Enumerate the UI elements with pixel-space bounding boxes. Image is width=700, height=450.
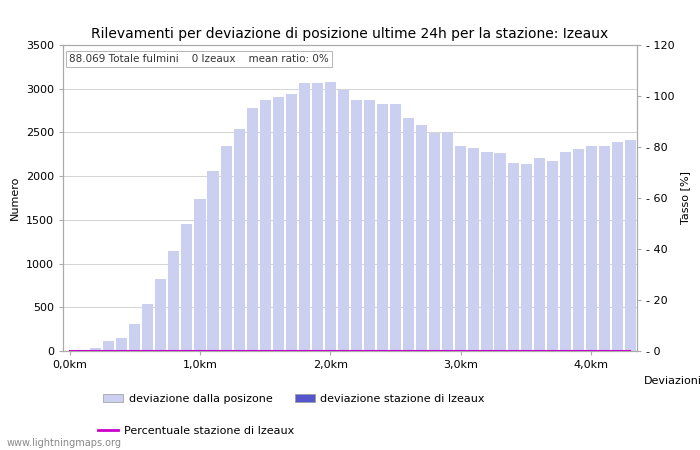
Bar <box>455 146 466 351</box>
Bar <box>312 83 323 351</box>
Bar <box>547 161 558 351</box>
Bar <box>168 252 179 351</box>
Bar <box>377 104 388 351</box>
Bar <box>220 146 232 351</box>
Bar <box>625 140 636 351</box>
Bar <box>494 153 505 351</box>
Bar <box>442 132 454 351</box>
Bar <box>155 279 167 351</box>
Bar <box>364 100 375 351</box>
Text: Deviazioni: Deviazioni <box>644 376 700 386</box>
Bar <box>521 164 532 351</box>
Title: Rilevamenti per deviazione di posizione ultime 24h per la stazione: Izeaux: Rilevamenti per deviazione di posizione … <box>92 27 608 41</box>
Bar <box>181 224 193 351</box>
Bar <box>142 304 153 351</box>
Bar <box>560 152 570 351</box>
Bar <box>468 148 480 351</box>
Text: www.lightningmaps.org: www.lightningmaps.org <box>7 438 122 448</box>
Bar <box>429 133 440 351</box>
Bar <box>130 324 140 351</box>
Bar <box>103 341 114 351</box>
Bar <box>90 348 101 351</box>
Bar <box>195 199 206 351</box>
Legend: deviazione dalla posizone, deviazione stazione di Izeaux: deviazione dalla posizone, deviazione st… <box>99 390 489 409</box>
Bar <box>533 158 545 351</box>
Legend: Percentuale stazione di Izeaux: Percentuale stazione di Izeaux <box>94 421 298 440</box>
Bar <box>403 117 414 351</box>
Bar <box>573 149 584 351</box>
Bar <box>273 98 284 351</box>
Bar <box>260 100 271 351</box>
Bar <box>390 104 401 351</box>
Bar <box>338 90 349 351</box>
Bar <box>351 100 362 351</box>
Bar <box>612 142 623 351</box>
Bar <box>416 126 427 351</box>
Bar <box>508 163 519 351</box>
Bar <box>286 94 297 351</box>
Y-axis label: Tasso [%]: Tasso [%] <box>680 171 690 225</box>
Bar <box>586 146 597 351</box>
Bar <box>116 338 127 351</box>
Text: 88.069 Totale fulmini    0 Izeaux    mean ratio: 0%: 88.069 Totale fulmini 0 Izeaux mean rati… <box>69 54 328 64</box>
Bar <box>207 171 218 351</box>
Y-axis label: Numero: Numero <box>10 176 20 220</box>
Bar <box>246 108 258 351</box>
Bar <box>482 152 493 351</box>
Bar <box>325 82 336 351</box>
Bar <box>234 129 245 351</box>
Bar <box>598 145 610 351</box>
Bar <box>299 83 310 351</box>
